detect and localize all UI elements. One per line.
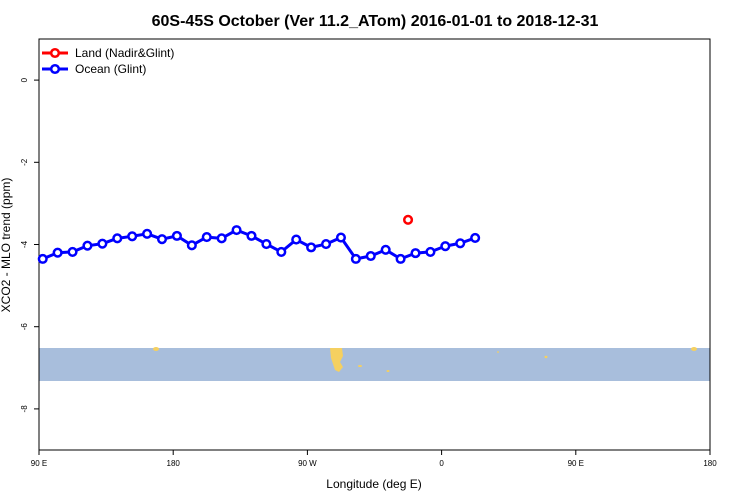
ocean-band	[39, 348, 710, 381]
land-patch-south-america	[330, 348, 343, 372]
x-tick-label: 180	[703, 459, 717, 468]
land-patch-new-zealand	[691, 347, 697, 351]
data-point	[142, 228, 153, 239]
legend-item: Ocean (Glint)	[42, 62, 146, 76]
data-point	[156, 234, 168, 245]
land-patch-georgia	[386, 370, 390, 372]
data-point	[52, 247, 63, 258]
y-tick-label: -2	[20, 158, 29, 166]
y-tick-label: -6	[20, 323, 29, 331]
data-point	[37, 253, 48, 264]
data-point	[440, 241, 451, 252]
x-tick-label: 90 E	[31, 459, 47, 468]
land-patch-falklands	[358, 365, 362, 367]
legend-label: Land (Nadir&Glint)	[75, 46, 174, 60]
plot-frame	[38, 38, 711, 451]
data-point	[306, 242, 317, 253]
data-point	[231, 225, 242, 236]
y-axis-label: XCO2 - MLO trend (ppm)	[0, 178, 13, 313]
data-point	[320, 239, 332, 250]
x-tick-label: 180	[167, 459, 181, 468]
data-point	[112, 233, 123, 244]
land-patch-kerguelen	[544, 355, 548, 359]
x-axis: 90 E 180 90 W 0 90 E 180	[31, 450, 717, 468]
x-axis-label: Longitude (deg E)	[326, 477, 421, 491]
data-point	[425, 246, 436, 257]
data-point	[470, 232, 481, 243]
data-point	[350, 253, 361, 264]
data-point	[261, 239, 272, 250]
x-tick-label: 90 E	[568, 459, 584, 468]
data-point	[171, 230, 182, 241]
y-tick-label: -4	[20, 240, 29, 248]
data-point	[246, 230, 257, 241]
data-point	[67, 246, 78, 257]
data-point	[127, 231, 138, 242]
series-0	[403, 214, 414, 225]
data-point	[201, 232, 212, 243]
series-layer	[37, 214, 481, 264]
data-point	[82, 240, 93, 251]
data-point	[216, 233, 227, 244]
data-point	[410, 248, 421, 259]
data-point	[97, 238, 108, 249]
land-patches	[153, 347, 697, 372]
land-patch-small-1	[497, 351, 499, 353]
legend-item: Land (Nadir&Glint)	[42, 46, 174, 60]
legend-swatch-marker	[49, 47, 61, 59]
x-tick-label: 90 W	[298, 459, 317, 468]
land-patch-west-pacific	[153, 347, 159, 351]
data-point	[380, 244, 391, 255]
legend-label: Ocean (Glint)	[75, 62, 146, 76]
x-tick-label: 0	[439, 459, 444, 468]
data-point	[395, 253, 406, 264]
y-tick-label: -8	[20, 405, 29, 413]
legend: Land (Nadir&Glint) Ocean (Glint)	[42, 46, 174, 76]
chart-title: 60S-45S October (Ver 11.2_ATom) 2016-01-…	[152, 13, 599, 30]
data-point	[276, 246, 287, 257]
y-axis: 0 -2 -4 -6 -8	[20, 77, 39, 412]
data-point	[335, 232, 347, 243]
data-point	[365, 250, 376, 262]
data-point	[186, 240, 197, 251]
map-band	[39, 347, 710, 381]
data-point	[455, 238, 466, 249]
data-point	[403, 214, 414, 225]
data-point	[291, 234, 302, 245]
y-tick-label: 0	[20, 77, 29, 82]
legend-swatch-marker	[49, 63, 61, 75]
series-1	[37, 225, 481, 264]
series-line	[42, 228, 476, 261]
